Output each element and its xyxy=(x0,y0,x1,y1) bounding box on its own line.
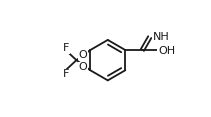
Text: O: O xyxy=(78,62,87,72)
Text: O: O xyxy=(78,50,87,60)
Text: NH: NH xyxy=(153,32,169,42)
Text: F: F xyxy=(63,43,70,53)
Text: OH: OH xyxy=(158,46,175,56)
Text: F: F xyxy=(63,69,70,79)
